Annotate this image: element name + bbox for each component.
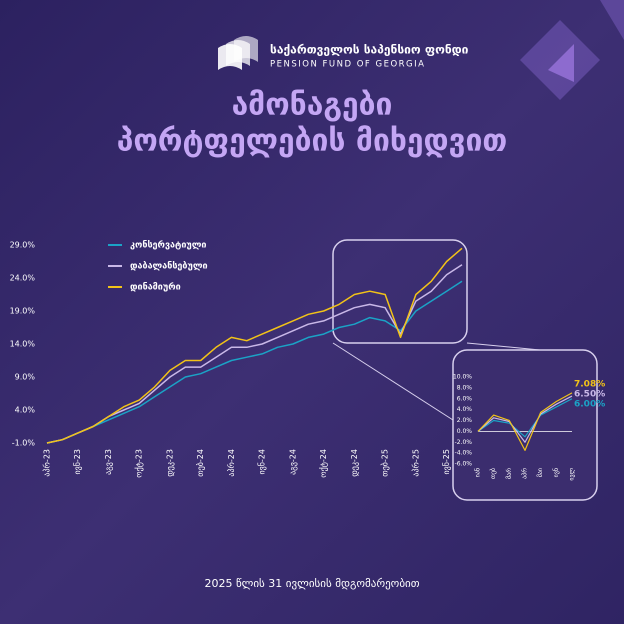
series-line [46,247,463,444]
x-tick-label: იან [475,468,482,477]
x-tick-label: აპრ-24 [226,449,236,477]
zoom-frame [332,239,468,344]
y-tick-label: 29.0% [10,241,36,250]
value-label: 6.00% [574,400,605,410]
x-tick-label: თებ [490,468,497,479]
x-tick-label: ივნ-25 [441,449,451,475]
series-line [46,264,463,444]
x-tick-label: მარ [506,468,513,479]
y-tick-label: 4.0% [15,406,36,415]
y-tick-label: 9.0% [15,373,36,382]
inset-frame [452,349,598,501]
y-tick-label: 0.0% [457,428,473,435]
y-tick-label: 10.0% [453,374,472,381]
value-label: 7.08% [574,380,605,390]
x-tick-label: ივლ [569,467,576,480]
y-tick-label: -2.0% [455,439,473,446]
x-tick-label: თებ-25 [380,449,390,477]
logo-subtext: PENSION FUND OF GEORGIA [270,60,425,70]
x-tick-label: ივნ-23 [72,449,82,475]
decoration [548,44,574,82]
legend-label: დაბალანსებული [130,262,208,272]
x-tick-label: თებ-24 [195,449,205,477]
title: ამონაგები [232,88,393,123]
legend-label: დინამიური [130,282,181,293]
logo-text: საქართველოს საპენსიო ფონდი [270,43,469,57]
y-tick-label: 14.0% [10,340,36,349]
zoom-connector [466,342,541,351]
x-tick-label: ივნ-24 [257,449,267,475]
logo [218,36,258,70]
y-tick-label: -4.0% [455,450,473,457]
x-tick-label: აგვ-24 [288,449,297,475]
x-tick-label: აპრ-23 [42,449,52,477]
legend-label: კონსერვატიული [130,240,206,251]
y-tick-label: 24.0% [10,274,36,283]
title: პორტფელების მიხედვით [117,124,507,159]
y-tick-label: 19.0% [10,307,36,316]
series-line [477,395,573,443]
y-tick-label: 8.0% [457,384,473,391]
x-tick-label: ოქტ-24 [318,449,328,478]
series-line [477,398,573,438]
x-tick-label: მაი [537,468,544,477]
series-line [477,392,573,452]
x-tick-label: აგვ-23 [104,449,113,475]
y-tick-label: -1.0% [12,439,36,448]
x-tick-label: აპრ [522,468,529,479]
x-tick-label: დეკ-24 [350,449,359,477]
y-tick-label: 4.0% [457,406,473,413]
value-label: 6.50% [574,390,605,400]
series-line [46,280,463,444]
y-tick-label: -6.0% [455,461,473,468]
zoom-connector [332,342,454,421]
x-tick-label: დეკ-23 [165,449,174,477]
footer: 2025 წლის 31 ივლისის მდგომარეობით [204,577,419,590]
x-tick-label: ივნ [553,468,560,477]
x-tick-label: აპრ-25 [410,449,420,477]
y-tick-label: 2.0% [457,417,473,424]
x-tick-label: ოქტ-23 [134,449,144,478]
y-tick-label: 6.0% [457,395,473,402]
